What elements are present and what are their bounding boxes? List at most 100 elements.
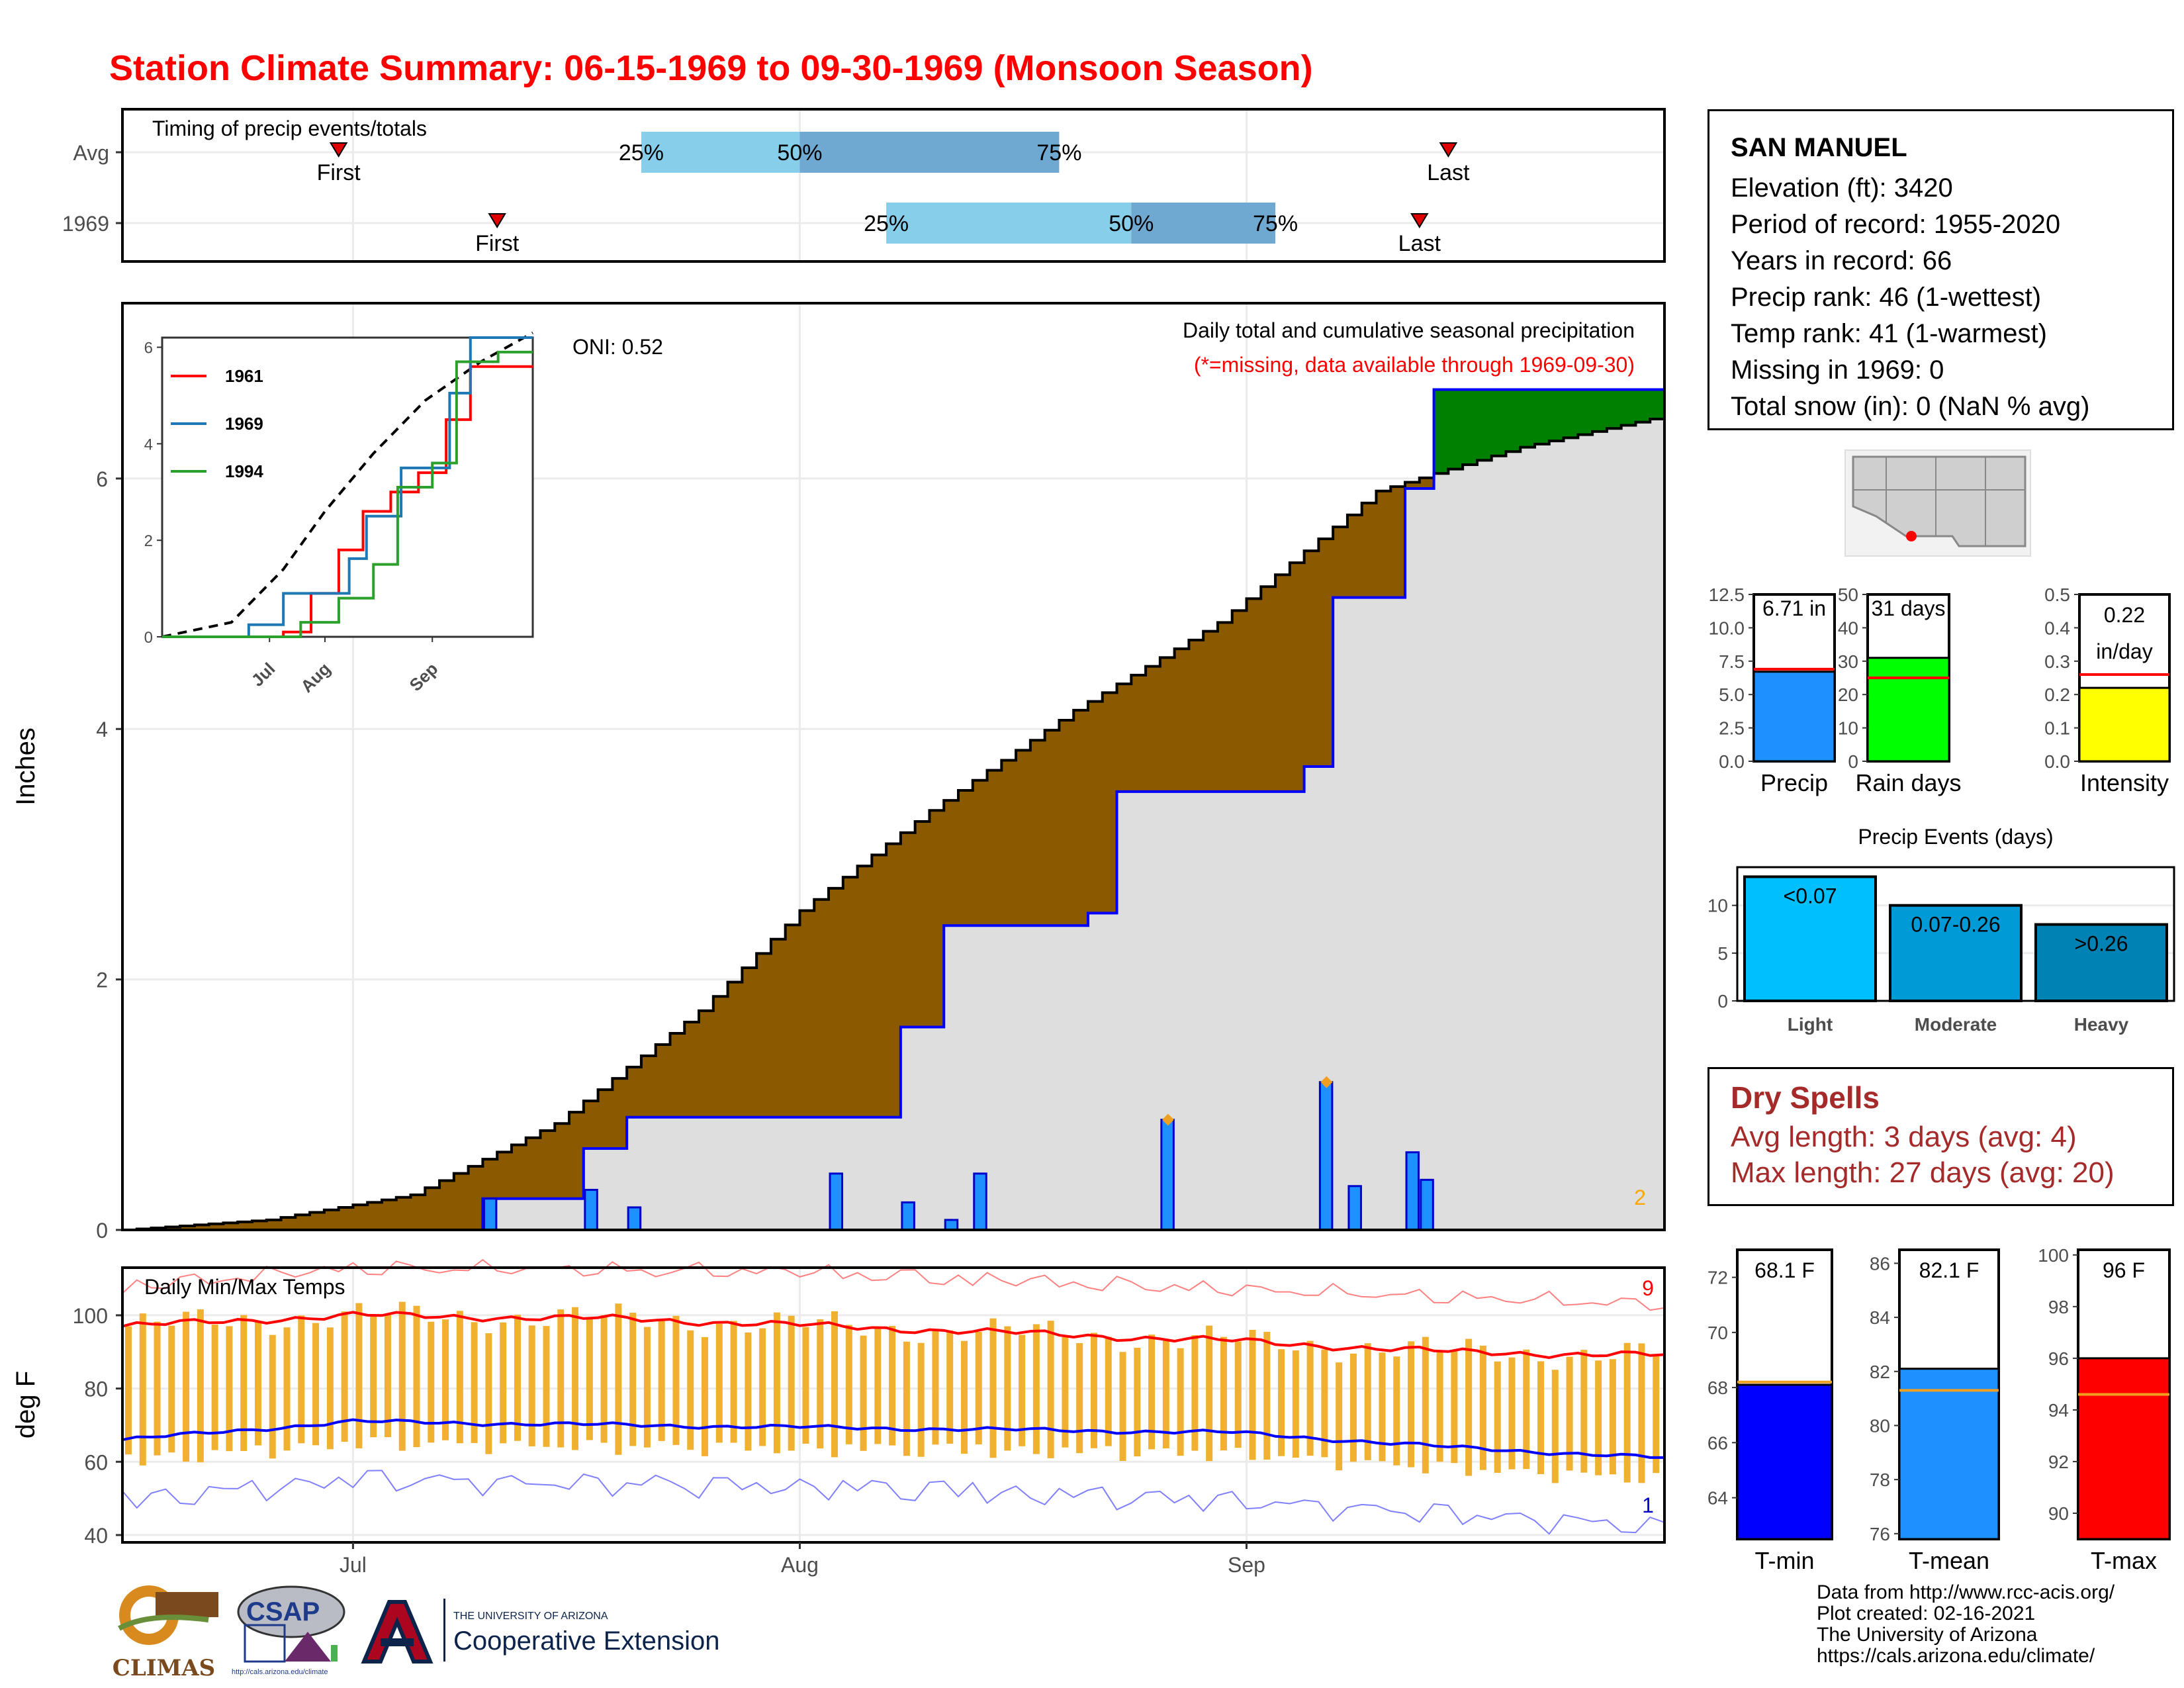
temps-daily-range-bar xyxy=(485,1333,492,1454)
inset-ytick-label: 4 xyxy=(144,436,153,453)
events-category-label: Moderate xyxy=(1915,1014,1997,1035)
temps-daily-range-bar xyxy=(817,1319,824,1449)
temps-daily-range-bar xyxy=(960,1340,968,1454)
events-title: Precip Events (days) xyxy=(1858,825,2053,849)
timing-chart: 25% 50% 75% First Last Avg 25% 50% 75% First Last 1… xyxy=(62,108,1666,263)
precip-daily-bar xyxy=(829,1172,844,1231)
station-line: Elevation (ft): 3420 xyxy=(1731,173,1953,203)
precip-below-avg-fill xyxy=(929,810,944,1027)
timing-bar-25-50 xyxy=(641,132,800,173)
precip-below-avg-fill xyxy=(511,1145,527,1199)
temps-daily-range-bar xyxy=(298,1315,305,1444)
temps-daily-range-bar xyxy=(514,1315,521,1441)
precip-below-avg-fill xyxy=(756,953,772,1117)
temps-daily-range-bar xyxy=(1422,1336,1429,1474)
csap-logo[interactable]: CSAP http://cals.arizona.edu/climate xyxy=(232,1585,347,1685)
tgauge-t-min-bar xyxy=(1736,1383,1833,1540)
precip-daily-bar xyxy=(1347,1185,1362,1231)
precip-daily-bar xyxy=(1160,1119,1175,1231)
credit-line: Plot created: 02-16-2021 xyxy=(1817,1603,2036,1624)
temps-daily-range-bar xyxy=(1278,1349,1285,1456)
temps-daily-range-bar xyxy=(572,1307,579,1450)
precip-below-avg-fill xyxy=(497,1152,512,1199)
precip-below-avg-fill xyxy=(1289,563,1305,792)
climas-text: CLIMAS xyxy=(112,1655,216,1681)
temps-daily-range-bar xyxy=(1638,1343,1645,1483)
precip-daily-bar xyxy=(1405,1151,1420,1231)
precip-below-avg-fill xyxy=(785,925,800,1117)
temps-daily-range-bar xyxy=(687,1330,694,1450)
tgauge-t-max-value-label: 96 F xyxy=(2103,1258,2145,1282)
precip-below-avg-fill xyxy=(944,800,959,926)
temps-daily-range-bar xyxy=(745,1333,752,1451)
temps-daily-range-bar xyxy=(168,1325,175,1453)
tgauge-t-max-ytick-label: 90 xyxy=(2048,1503,2069,1524)
station-name: SAN MANUEL xyxy=(1731,133,1907,162)
temps-daily-range-bar xyxy=(802,1327,809,1444)
precip-flag-marker xyxy=(1161,1113,1174,1126)
tgauge-t-min-ytick-label: 64 xyxy=(1707,1488,1728,1509)
temps-daily-range-bar xyxy=(211,1325,218,1450)
timing-first-label: First xyxy=(317,160,361,185)
station-line: Period of record: 1955-2020 xyxy=(1731,210,2061,239)
temps-daily-range-bar xyxy=(874,1327,882,1444)
precip-below-avg-fill xyxy=(482,1159,498,1199)
temps-daily-range-bar xyxy=(1551,1370,1559,1483)
temps-daily-range-bar xyxy=(932,1329,939,1445)
temps-daily-range-bar xyxy=(917,1342,925,1457)
timing-p75-label: 75% xyxy=(1253,211,1298,236)
temps-daily-range-bar xyxy=(615,1303,622,1455)
temps-daily-range-bar xyxy=(312,1323,320,1446)
tgauge-t-mean-bar xyxy=(1898,1368,2000,1540)
events-bar-label: <0.07 xyxy=(1784,884,1837,908)
timing-last-label: Last xyxy=(1398,231,1441,256)
tgauge-t-max-name: T-max xyxy=(2091,1547,2157,1574)
temps-daily-range-bar xyxy=(471,1322,478,1443)
gauge-precip-name: Precip xyxy=(1760,769,1828,796)
precip-below-avg-fill xyxy=(295,1215,310,1230)
inset-series-line xyxy=(162,350,533,638)
station-line: Total snow (in): 0 (NaN % avg) xyxy=(1731,392,2090,421)
tgauge-t-mean-value-label: 82.1 F xyxy=(1919,1258,1979,1282)
precip-below-avg-fill xyxy=(468,1166,483,1230)
inset-ytick-label: 0 xyxy=(144,629,153,647)
precip-below-avg-fill xyxy=(324,1209,340,1230)
temps-daily-range-bar xyxy=(528,1325,535,1446)
gauge-precip-value-label: 6.71 in xyxy=(1762,596,1826,620)
gauge-intensity-value-label: 0.22 xyxy=(2104,603,2145,627)
precip-below-avg-fill xyxy=(1261,586,1276,792)
ua-logo[interactable]: THE UNIVERSITY OF ARIZONA Cooperative Ex… xyxy=(357,1599,741,1671)
timing-p50-label: 50% xyxy=(777,140,822,165)
precip-below-avg-fill xyxy=(799,910,815,1117)
precip-ytick-label: 6 xyxy=(96,467,108,491)
events-ytick-label: 10 xyxy=(1707,896,1728,916)
precip-below-avg-fill xyxy=(915,821,930,1027)
inset-ytick-label: 2 xyxy=(144,532,153,550)
temps-record-min-line xyxy=(122,1470,1665,1535)
precip-below-avg-fill xyxy=(396,1197,412,1230)
temps-daily-range-bar xyxy=(860,1335,867,1451)
tgauge-t-max-ytick-label: 100 xyxy=(2038,1245,2069,1266)
precip-below-avg-fill xyxy=(655,1045,670,1117)
climas-logo[interactable]: CLIMAS xyxy=(109,1579,218,1681)
temps-title: Daily Min/Max Temps xyxy=(144,1275,345,1299)
events-chart: 0 5 10 <0.07 Light 0.07-0.26 Moderate >0.26 Heav… xyxy=(1707,825,2175,1035)
credit-line: https://cals.arizona.edu/climate/ xyxy=(1817,1645,2095,1667)
precip-below-avg-fill xyxy=(281,1217,296,1230)
gauge-precip-bar xyxy=(1752,671,1836,763)
tgauge-t-mean-ytick-label: 86 xyxy=(1870,1253,1890,1274)
timing-last-marker xyxy=(1439,142,1458,158)
temps-frame xyxy=(121,1266,1666,1544)
temps-daily-range-bar xyxy=(903,1341,910,1456)
temps-daily-range-bar xyxy=(1321,1349,1328,1458)
gauge-intensity-ytick-label: 0.1 xyxy=(2044,718,2070,739)
temps-daily-range-bar xyxy=(1566,1356,1573,1471)
timing-first-label: First xyxy=(475,231,520,256)
events-bar xyxy=(2034,923,2168,1002)
temps-daily-range-bar xyxy=(428,1321,435,1443)
precip-above-avg-fill xyxy=(1635,389,1651,422)
precip-below-avg-fill xyxy=(194,1225,210,1230)
gauge-rain-days-ytick-label: 40 xyxy=(1838,618,1858,638)
precip-above-avg-fill xyxy=(1535,389,1550,444)
precip-above-avg-fill xyxy=(1491,389,1506,456)
